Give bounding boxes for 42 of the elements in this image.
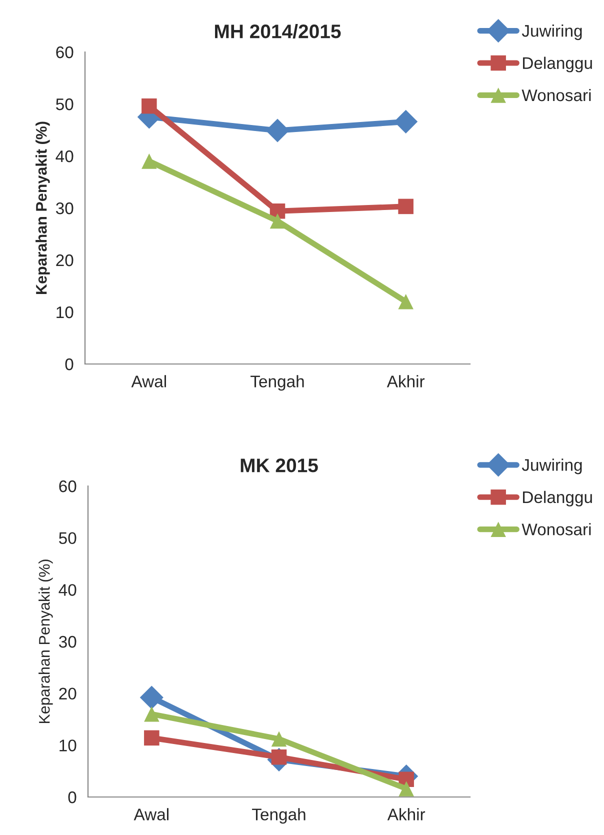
point	[398, 198, 414, 214]
y-tick-label: 20	[56, 254, 74, 266]
point	[398, 294, 414, 310]
y-tick-label: 0	[65, 358, 74, 370]
legend-label: Wonosari	[522, 88, 591, 102]
point	[394, 110, 418, 134]
x-tick-label: Akhir	[387, 808, 426, 820]
y-tick-label: 10	[60, 740, 76, 752]
legend-label: Delanggu	[523, 56, 592, 72]
x-tick-label: Tengah	[252, 808, 306, 824]
y-axis-title: Keparahan Penyakit (%)	[38, 560, 53, 724]
chart-title: MK 2015	[240, 458, 318, 472]
y-tick-label: 40	[58, 584, 76, 596]
legend-label: Juwiring	[522, 458, 582, 474]
point	[140, 686, 164, 710]
point	[271, 731, 287, 747]
y-tick-label: 30	[58, 636, 76, 648]
legend-label: Wonosari	[522, 523, 591, 536]
y-tick-label: 50	[56, 98, 74, 110]
legend-label: Delanggu	[523, 490, 592, 506]
point	[142, 98, 157, 114]
y-tick-label: 40	[56, 150, 74, 162]
y-tick-label: 0	[68, 791, 76, 804]
x-tick-label: Awal	[131, 375, 166, 388]
y-tick-label: 30	[56, 202, 74, 214]
point	[270, 213, 286, 229]
x-tick-label: Akhir	[386, 375, 425, 388]
legend-label: Juwiring	[522, 24, 582, 40]
chart-title: MH 2014/2015	[215, 24, 341, 38]
y-tick-label: 60	[59, 480, 76, 492]
x-tick-label: Tengah	[250, 375, 304, 391]
y-axis-title: Keparahan Penyakit (%)	[36, 122, 50, 294]
y-tick-label: 50	[59, 532, 76, 544]
point	[142, 154, 157, 169]
point	[144, 730, 160, 746]
y-tick-label: 20	[59, 688, 76, 700]
y-tick-label: 60	[56, 46, 74, 58]
point	[398, 781, 414, 796]
y-tick-label: 10	[56, 306, 74, 318]
point	[266, 118, 290, 142]
x-tick-label: Awal	[134, 808, 168, 820]
point	[144, 706, 160, 722]
